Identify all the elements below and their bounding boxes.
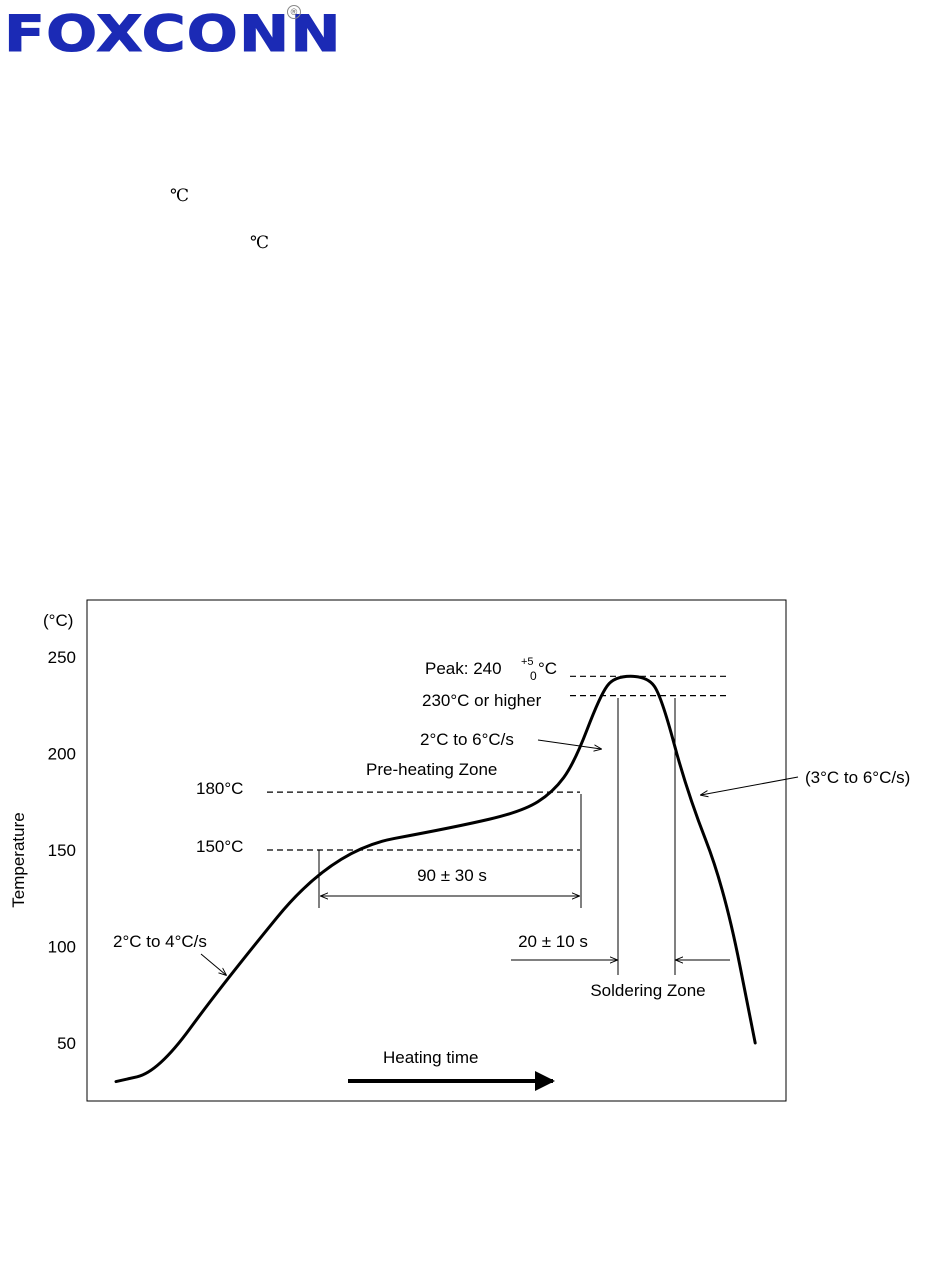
x-axis-title: Heating time	[383, 1048, 478, 1067]
y-axis-title: Temperature	[9, 812, 28, 907]
ref-150-label: 150°C	[196, 837, 243, 856]
cool-down-rate-label: (3°C to 6°C/s)	[805, 768, 910, 787]
cool-down-arrow	[701, 776, 799, 795]
preheat-duration-label: 90 ± 30 s	[417, 866, 487, 885]
peak-tolerance-minus: 0	[530, 669, 537, 683]
foxconn-logo: FOXCONN ®	[3, 2, 341, 66]
ref-180-label: 180°C	[196, 779, 243, 798]
y-tick-label: 50	[57, 1034, 76, 1053]
degree-symbol: ℃	[170, 186, 190, 206]
y-tick-label: 150	[48, 841, 76, 860]
liquidus-label: 230°C or higher	[422, 691, 542, 710]
ramp-up-rate-label: 2°C to 4°C/s	[113, 932, 207, 951]
ramp-to-peak-label: 2°C to 6°C/s	[420, 730, 514, 749]
y-tick-label: 100	[48, 938, 76, 957]
ramp-to-peak-arrow	[537, 739, 601, 749]
y-tick-labels: 250 200 150 100 50	[48, 648, 76, 1053]
logo-text: FOXCONN	[3, 5, 342, 64]
peak-label: Peak: 240	[425, 659, 502, 678]
soldering-zone-label: Soldering Zone	[590, 981, 705, 1000]
y-tick-label: 200	[48, 745, 76, 764]
degree-symbol: ℃	[250, 233, 270, 253]
registered-mark: ®	[287, 5, 301, 19]
plot-frame	[86, 599, 787, 1102]
y-tick-label: 250	[48, 648, 76, 667]
ramp-up-arrow	[200, 953, 226, 975]
peak-tolerance-unit: °C	[538, 659, 557, 678]
reflow-profile-chart: (°C) Temperature 250 200 150 100 50 Pre-heat…	[9, 599, 910, 1102]
soldering-duration-label: 20 ± 10 s	[518, 932, 588, 951]
peak-tolerance-plus: +5	[521, 656, 534, 668]
y-unit-label: (°C)	[43, 611, 73, 630]
preheat-zone-label: Pre-heating Zone	[366, 760, 497, 779]
